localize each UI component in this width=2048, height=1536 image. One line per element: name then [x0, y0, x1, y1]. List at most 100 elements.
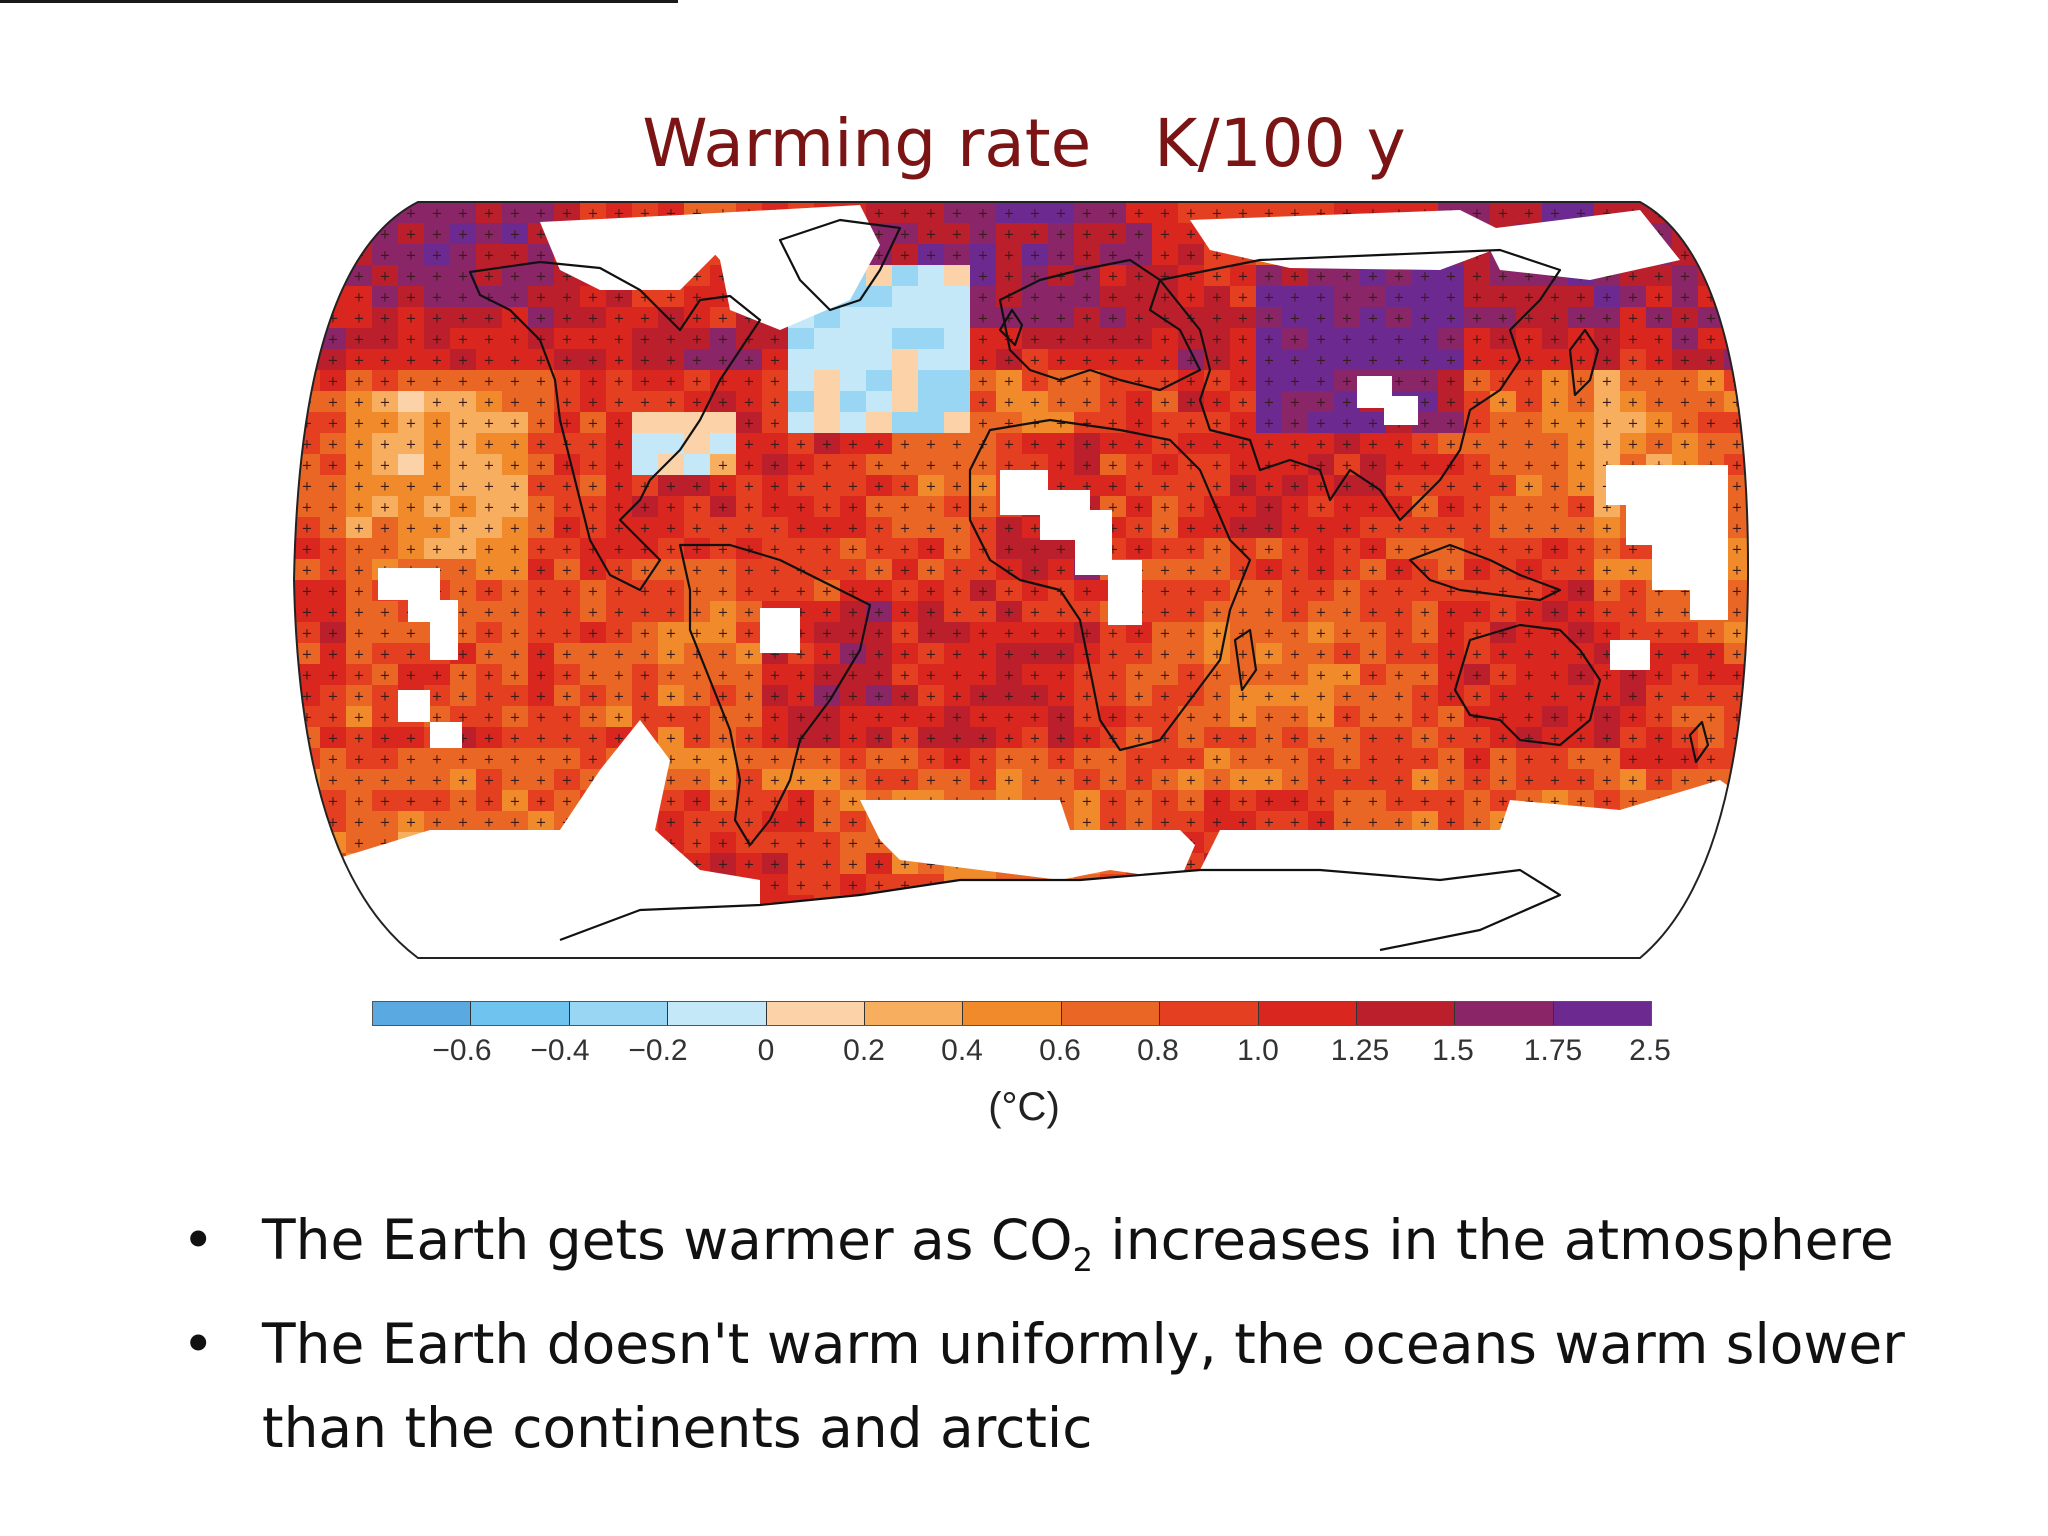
significance-marker: + [380, 690, 391, 705]
significance-marker: + [1030, 690, 1041, 705]
significance-marker: + [1654, 690, 1665, 705]
map-cell [684, 286, 711, 308]
significance-marker: + [510, 270, 521, 285]
significance-marker: + [1342, 753, 1353, 768]
significance-marker: + [1082, 396, 1093, 411]
significance-marker: + [1420, 354, 1431, 369]
significance-marker: + [302, 291, 313, 306]
significance-marker: + [1212, 690, 1223, 705]
slide-title: Warming rate K/100 y [642, 105, 1406, 182]
map-cell [528, 286, 555, 308]
map-cell [632, 307, 659, 329]
significance-marker: + [1082, 732, 1093, 747]
significance-marker: + [1134, 333, 1145, 348]
significance-marker: + [770, 564, 781, 579]
significance-marker: + [1602, 417, 1613, 432]
significance-marker: + [1472, 438, 1483, 453]
map-cell [1256, 286, 1283, 308]
significance-marker: + [536, 711, 547, 726]
map-cell [1646, 286, 1673, 308]
significance-marker: + [1186, 480, 1197, 495]
significance-marker: + [1472, 753, 1483, 768]
significance-marker: + [666, 711, 677, 726]
significance-marker: + [1238, 480, 1249, 495]
significance-marker: + [1446, 732, 1457, 747]
significance-marker: + [1420, 795, 1431, 810]
map-cell [1152, 223, 1179, 245]
significance-marker: + [354, 291, 365, 306]
significance-marker: + [666, 480, 677, 495]
significance-marker: + [302, 354, 313, 369]
significance-marker: + [510, 732, 521, 747]
significance-marker: + [1654, 753, 1665, 768]
significance-marker: + [458, 627, 469, 642]
significance-marker: + [1524, 501, 1535, 516]
map-cell [1698, 223, 1725, 245]
significance-marker: + [588, 732, 599, 747]
significance-marker: + [406, 417, 417, 432]
significance-marker: + [588, 459, 599, 474]
significance-marker: + [848, 627, 859, 642]
significance-marker: + [796, 711, 807, 726]
significance-marker: + [1654, 270, 1665, 285]
map-cell [710, 307, 737, 329]
map-cell [1412, 328, 1439, 350]
significance-marker: + [1004, 711, 1015, 726]
significance-marker: + [770, 396, 781, 411]
significance-marker: + [744, 564, 755, 579]
significance-marker: + [1524, 606, 1535, 621]
significance-marker: + [1082, 774, 1093, 789]
significance-marker: + [536, 480, 547, 495]
significance-marker: + [1186, 606, 1197, 621]
significance-marker: + [1498, 543, 1509, 558]
significance-marker: + [328, 648, 339, 663]
map-cell [1724, 244, 1749, 266]
significance-marker: + [1368, 417, 1379, 432]
significance-marker: + [1134, 480, 1145, 495]
map-cell [1074, 202, 1101, 224]
significance-marker: + [614, 606, 625, 621]
significance-marker: + [1186, 270, 1197, 285]
significance-marker: + [458, 417, 469, 432]
map-cell [1126, 286, 1153, 308]
significance-marker: + [1342, 270, 1353, 285]
map-cell [710, 433, 737, 455]
significance-marker: + [692, 522, 703, 537]
map-cell [1698, 265, 1725, 287]
significance-marker: + [1472, 270, 1483, 285]
significance-marker: + [770, 774, 781, 789]
significance-marker: + [640, 354, 651, 369]
significance-marker: + [978, 564, 989, 579]
significance-marker: + [1394, 564, 1405, 579]
significance-marker: + [1056, 459, 1067, 474]
map-cell [840, 412, 867, 434]
map-cell [1464, 286, 1491, 308]
significance-marker: + [1160, 606, 1171, 621]
significance-marker: + [1680, 228, 1691, 243]
map-cell [1022, 328, 1049, 350]
significance-marker: + [1706, 228, 1717, 243]
colorbar-swatch [471, 1002, 570, 1025]
significance-marker: + [328, 375, 339, 390]
map-cell [1230, 328, 1257, 350]
map-cell [1152, 202, 1179, 224]
map-cell [840, 349, 867, 371]
map-cell [398, 244, 425, 266]
map-cell [1594, 328, 1621, 350]
significance-marker: + [1134, 711, 1145, 726]
significance-marker: + [692, 837, 703, 852]
significance-marker: + [1108, 669, 1119, 684]
significance-marker: + [1654, 312, 1665, 327]
map-cell [814, 391, 841, 413]
significance-marker: + [1082, 438, 1093, 453]
significance-marker: + [614, 333, 625, 348]
map-cell [892, 244, 919, 266]
significance-marker: + [328, 564, 339, 579]
significance-marker: + [1082, 375, 1093, 390]
significance-marker: + [1316, 606, 1327, 621]
map-cell [450, 223, 477, 245]
map-cell [372, 349, 399, 371]
significance-marker: + [1160, 522, 1171, 537]
significance-marker: + [1134, 417, 1145, 432]
significance-marker: + [1108, 333, 1119, 348]
